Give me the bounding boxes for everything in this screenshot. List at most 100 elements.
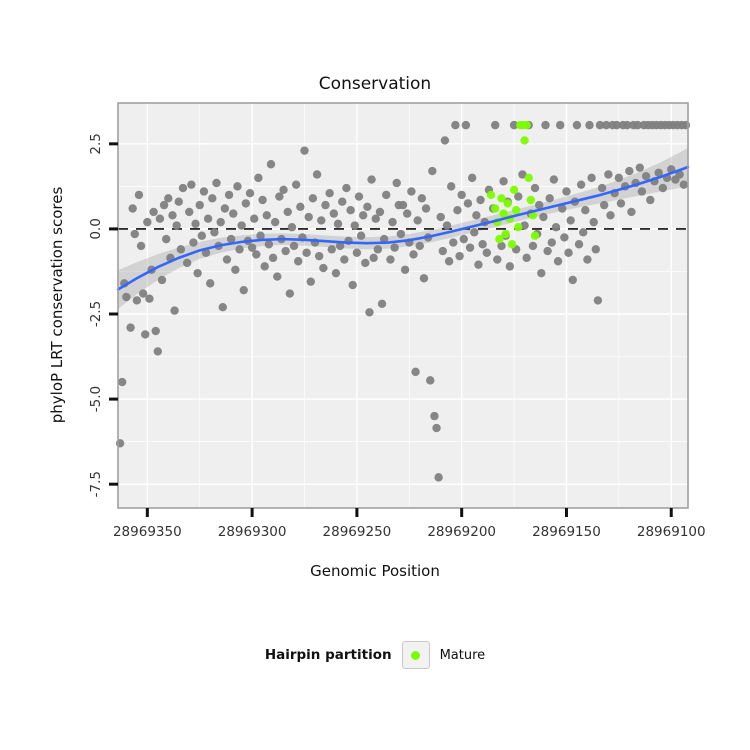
mature-data-point [526,195,536,205]
smooth-line [116,165,690,291]
mature-data-point [499,209,508,218]
data-point [168,211,177,220]
data-point [457,190,466,200]
data-point [229,209,238,218]
data-point [161,234,171,244]
mature-data-point [511,206,521,215]
mature-data-point [486,190,496,200]
data-point [572,120,582,130]
data-point [537,268,546,278]
data-point [558,204,567,213]
data-point [128,204,137,213]
mature-data-point [497,194,506,203]
data-point [252,250,261,259]
data-point [509,120,519,130]
data-point [593,296,603,305]
x-tick-label: 28969150 [532,524,601,540]
y-axis-title: phyloP LRT conservation scores [48,186,66,424]
data-point [136,241,146,251]
data-point [583,255,592,264]
data-point [237,221,246,230]
y-tick-label: -7.5 [88,471,104,497]
data-point [342,183,351,193]
data-point [189,238,198,247]
x-tick-label: 28969350 [113,524,182,540]
data-point [541,120,550,130]
data-point [379,234,389,244]
data-point [346,206,355,215]
data-point [474,260,483,269]
data-point [361,258,370,268]
data-point [499,177,508,186]
data-point [407,187,416,196]
data-point [426,376,435,385]
data-point [153,347,163,356]
data-point [302,248,311,257]
data-point [333,219,343,229]
data-point [314,251,324,261]
data-point [340,255,349,264]
data-point [264,240,274,249]
data-point [218,303,227,312]
data-point [614,173,624,183]
panel-border [117,102,689,509]
data-point [417,194,427,203]
data-point [356,231,366,240]
data-point [195,200,204,210]
data-point [275,192,284,201]
x-tick-label: 28969300 [218,524,287,540]
data-point [134,190,144,200]
mature-data-point [514,223,523,232]
data-point [568,275,577,285]
data-point [281,246,290,256]
data-point [239,285,248,295]
data-point [371,214,380,223]
data-point [329,209,339,218]
mature-data-point [503,199,512,208]
data-point [402,209,412,218]
data-point [294,257,303,266]
data-point [270,217,280,227]
data-point [254,173,263,183]
data-point [681,120,691,130]
data-point [208,194,217,203]
data-point [597,183,607,193]
data-point [461,120,471,130]
data-point [325,188,334,198]
data-point [335,241,345,251]
data-point [367,175,376,184]
data-point [432,423,441,433]
data-point [241,199,251,208]
data-point [623,120,632,130]
data-point [398,200,408,210]
data-point [159,200,169,210]
data-point [250,214,259,223]
data-point [646,195,655,205]
data-point [599,200,609,210]
data-point [233,182,242,191]
data-point [553,257,563,266]
data-point [637,187,647,196]
data-point [226,234,236,244]
mature-point-icon [411,650,421,660]
data-point [365,308,374,317]
data-point [155,214,165,223]
data-point [633,120,642,130]
data-point [574,240,584,249]
data-point [354,192,364,201]
data-point [518,170,527,179]
data-point [428,166,437,176]
data-point [300,146,309,155]
data-point [187,180,196,189]
data-point [256,231,265,240]
mature-data-point [495,234,504,244]
data-point [562,187,571,196]
data-point [141,330,150,339]
data-point [268,253,278,263]
data-point [327,245,336,254]
data-point [210,228,219,237]
data-point [465,243,475,252]
data-point [543,246,552,256]
data-point [143,217,152,227]
data-point [178,183,188,193]
